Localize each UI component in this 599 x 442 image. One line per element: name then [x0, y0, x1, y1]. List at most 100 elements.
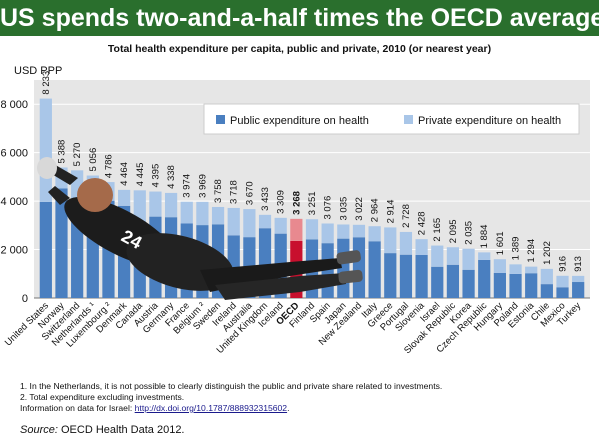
total-label-15: 3 309	[276, 190, 287, 214]
total-label-21: 2 964	[370, 198, 381, 222]
bar-private-9	[180, 201, 193, 224]
bar-private-31	[525, 266, 538, 274]
bar-private-6	[133, 190, 146, 222]
bar-public-23	[399, 254, 413, 298]
y-tick-label: 6 000	[0, 148, 28, 160]
bar-public-28	[478, 259, 491, 298]
total-label-32: 1 202	[542, 241, 553, 265]
legend-label-public: Public expenditure on health	[230, 115, 369, 127]
legend-swatch-public	[216, 115, 225, 124]
bar-public-30	[509, 273, 522, 298]
bar-public-29	[493, 272, 506, 298]
bar-private-14	[258, 214, 272, 229]
y-tick-label: 8 000	[0, 99, 28, 111]
bar-public-1	[55, 188, 68, 298]
bar-private-28	[478, 252, 491, 260]
total-label-18: 3 076	[323, 196, 334, 220]
total-label-24: 2 428	[417, 211, 428, 235]
bar-private-19	[337, 224, 350, 239]
total-label-23: 2 728	[401, 204, 412, 228]
total-label-13: 3 670	[244, 181, 255, 205]
total-label-14: 3 433	[260, 187, 271, 211]
total-label-12: 3 718	[229, 180, 240, 204]
total-label-27: 2 035	[464, 221, 475, 245]
total-label-9: 3 974	[182, 174, 193, 198]
bar-public-20	[352, 237, 366, 298]
total-label-11: 3 758	[213, 179, 224, 203]
source-note: Source: OECD Health Data 2012.	[20, 424, 185, 436]
source-text: OECD Health Data 2012.	[57, 424, 185, 436]
total-label-8: 4 338	[166, 165, 177, 189]
total-label-7: 4 395	[150, 164, 161, 188]
bar-public-25	[431, 266, 444, 298]
bar-private-34	[572, 275, 585, 283]
total-label-22: 2 914	[385, 200, 396, 224]
total-label-29: 1 601	[495, 231, 506, 255]
bar-public-2	[71, 215, 84, 298]
legend-box	[203, 103, 580, 135]
bar-private-23	[399, 231, 413, 255]
bar-public-0	[39, 201, 52, 298]
total-label-5: 4 464	[119, 162, 130, 186]
bar-public-31	[525, 273, 538, 298]
total-label-17: 3 251	[307, 191, 318, 215]
bar-private-26	[446, 247, 460, 265]
total-label-4: 4 786	[103, 154, 114, 178]
bar-private-20	[352, 224, 366, 238]
total-label-25: 2 165	[432, 218, 443, 242]
total-label-19: 3 035	[338, 197, 349, 221]
total-label-10: 3 969	[197, 174, 208, 198]
bar-private-7	[149, 191, 162, 217]
legend-swatch-private	[404, 115, 413, 124]
bar-private-24	[415, 239, 428, 255]
total-label-26: 2 095	[448, 219, 459, 243]
bar-public-26	[446, 264, 460, 298]
y-axis-label: USD PPP	[14, 65, 62, 77]
bar-private-12	[227, 207, 240, 236]
bar-public-34	[572, 282, 585, 298]
total-label-3: 5 056	[88, 148, 99, 172]
bar-private-11	[211, 206, 225, 225]
total-label-34: 913	[573, 256, 584, 272]
bar-public-21	[368, 241, 381, 298]
total-label-0: 8 233	[41, 71, 52, 95]
total-label-2: 5 270	[72, 143, 83, 167]
bar-private-33	[556, 275, 569, 288]
total-label-28: 1 884	[479, 225, 490, 249]
bar-private-22	[384, 227, 397, 254]
bar-private-25	[431, 245, 444, 267]
footnotes: 1. In the Netherlands, it is not possibl…	[20, 381, 442, 414]
bar-private-0	[39, 98, 52, 202]
y-tick-label: 0	[22, 293, 28, 305]
bar-private-10	[196, 201, 209, 226]
bar-private-16	[290, 218, 303, 241]
total-label-33: 916	[558, 256, 569, 272]
chart-title: US spends two-and-a-half times the OECD …	[0, 4, 599, 32]
israel-data-link[interactable]: http://dx.doi.org/10.1787/888932315602	[134, 403, 288, 413]
footnote-1: 1. In the Netherlands, it is not possibl…	[20, 381, 443, 391]
bar-private-30	[509, 264, 522, 274]
legend-label-private: Private expenditure on health	[418, 115, 561, 127]
bar-private-8	[164, 192, 178, 218]
total-label-16: 3 268	[291, 191, 302, 215]
y-tick-label: 2 000	[0, 245, 28, 257]
bar-private-17	[305, 219, 319, 240]
y-tick-label: 4 000	[0, 196, 28, 208]
bar-private-27	[462, 248, 475, 270]
chart-subtitle: Total health expenditure per capita, pub…	[107, 43, 492, 55]
bar-private-15	[274, 217, 287, 234]
bar-private-18	[321, 223, 334, 244]
bar-public-24	[415, 254, 428, 298]
israel-info-label: Information on data for Israel:	[20, 403, 135, 413]
bar-private-32	[540, 268, 553, 285]
source-label: Source:	[20, 424, 58, 436]
bar-public-32	[540, 284, 553, 298]
bar-private-13	[243, 209, 256, 238]
goalkeeper-photo: 24	[37, 157, 363, 300]
israel-info: Information on data for Israel: http://d…	[20, 403, 442, 414]
bar-public-27	[462, 269, 475, 298]
footnote-2: 2. Total expenditure excluding investmen…	[20, 392, 185, 402]
title-banner	[0, 0, 599, 36]
bar-public-33	[556, 287, 569, 298]
